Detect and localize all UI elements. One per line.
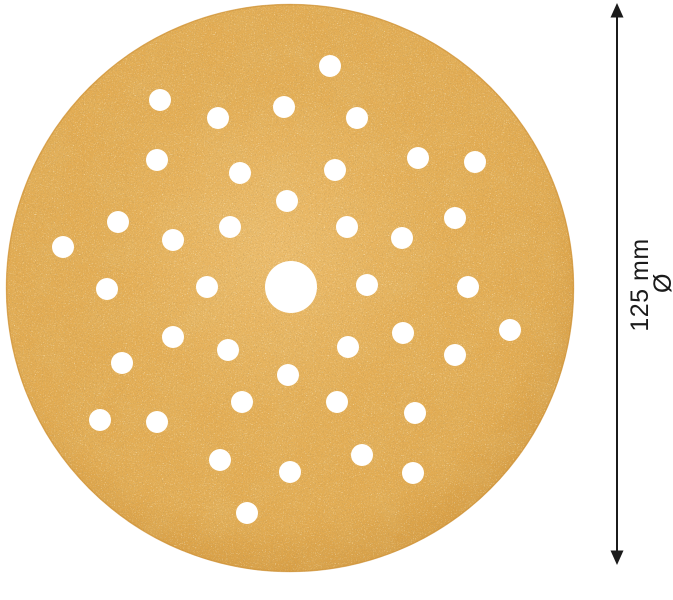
dust-extraction-hole [444,207,466,229]
dust-extraction-hole [277,364,299,386]
dimension-annotation: 125 mm Ø [610,3,673,565]
center-hole [265,261,317,313]
dust-extraction-hole [146,411,168,433]
dust-extraction-hole [337,336,359,358]
dust-extraction-hole [209,449,231,471]
dust-extraction-hole [231,391,253,413]
dust-extraction-hole [444,344,466,366]
dust-extraction-hole [149,89,171,111]
dust-extraction-hole [499,319,521,341]
holes-group [52,55,521,524]
dust-extraction-hole [319,55,341,77]
dust-extraction-hole [236,502,258,524]
dust-extraction-hole [457,276,479,298]
dust-extraction-hole [96,278,118,300]
dust-extraction-hole [196,276,218,298]
dust-extraction-hole [391,227,413,249]
dust-extraction-hole [111,352,133,374]
dust-extraction-hole [107,211,129,233]
dust-extraction-hole [162,229,184,251]
dust-extraction-hole [402,462,424,484]
dust-extraction-hole [279,461,301,483]
dust-extraction-hole [464,151,486,173]
dust-extraction-hole [356,274,378,296]
dust-extraction-hole [89,409,111,431]
dust-extraction-hole [351,444,373,466]
dust-extraction-hole [324,159,346,181]
dust-extraction-hole [162,326,184,348]
dust-extraction-hole [276,190,298,212]
dust-extraction-hole [392,322,414,344]
arrowhead-top-icon [610,3,624,18]
sanding-disc [5,3,575,573]
arrowhead-bottom-icon [610,550,624,565]
dust-extraction-hole [52,236,74,258]
dust-extraction-hole [219,216,241,238]
diameter-symbol: Ø [649,273,673,293]
dust-extraction-hole [326,391,348,413]
dust-extraction-hole [207,107,229,129]
disc-rim [5,3,575,573]
dust-extraction-hole [146,149,168,171]
dust-extraction-hole [336,216,358,238]
dust-extraction-hole [273,96,295,118]
dimension-label: 125 mm [626,238,654,331]
dust-extraction-hole [404,402,426,424]
dimension-arrow [610,3,624,565]
dust-extraction-hole [229,162,251,184]
dust-extraction-hole [346,107,368,129]
dust-extraction-hole [217,339,239,361]
dust-extraction-hole [407,147,429,169]
